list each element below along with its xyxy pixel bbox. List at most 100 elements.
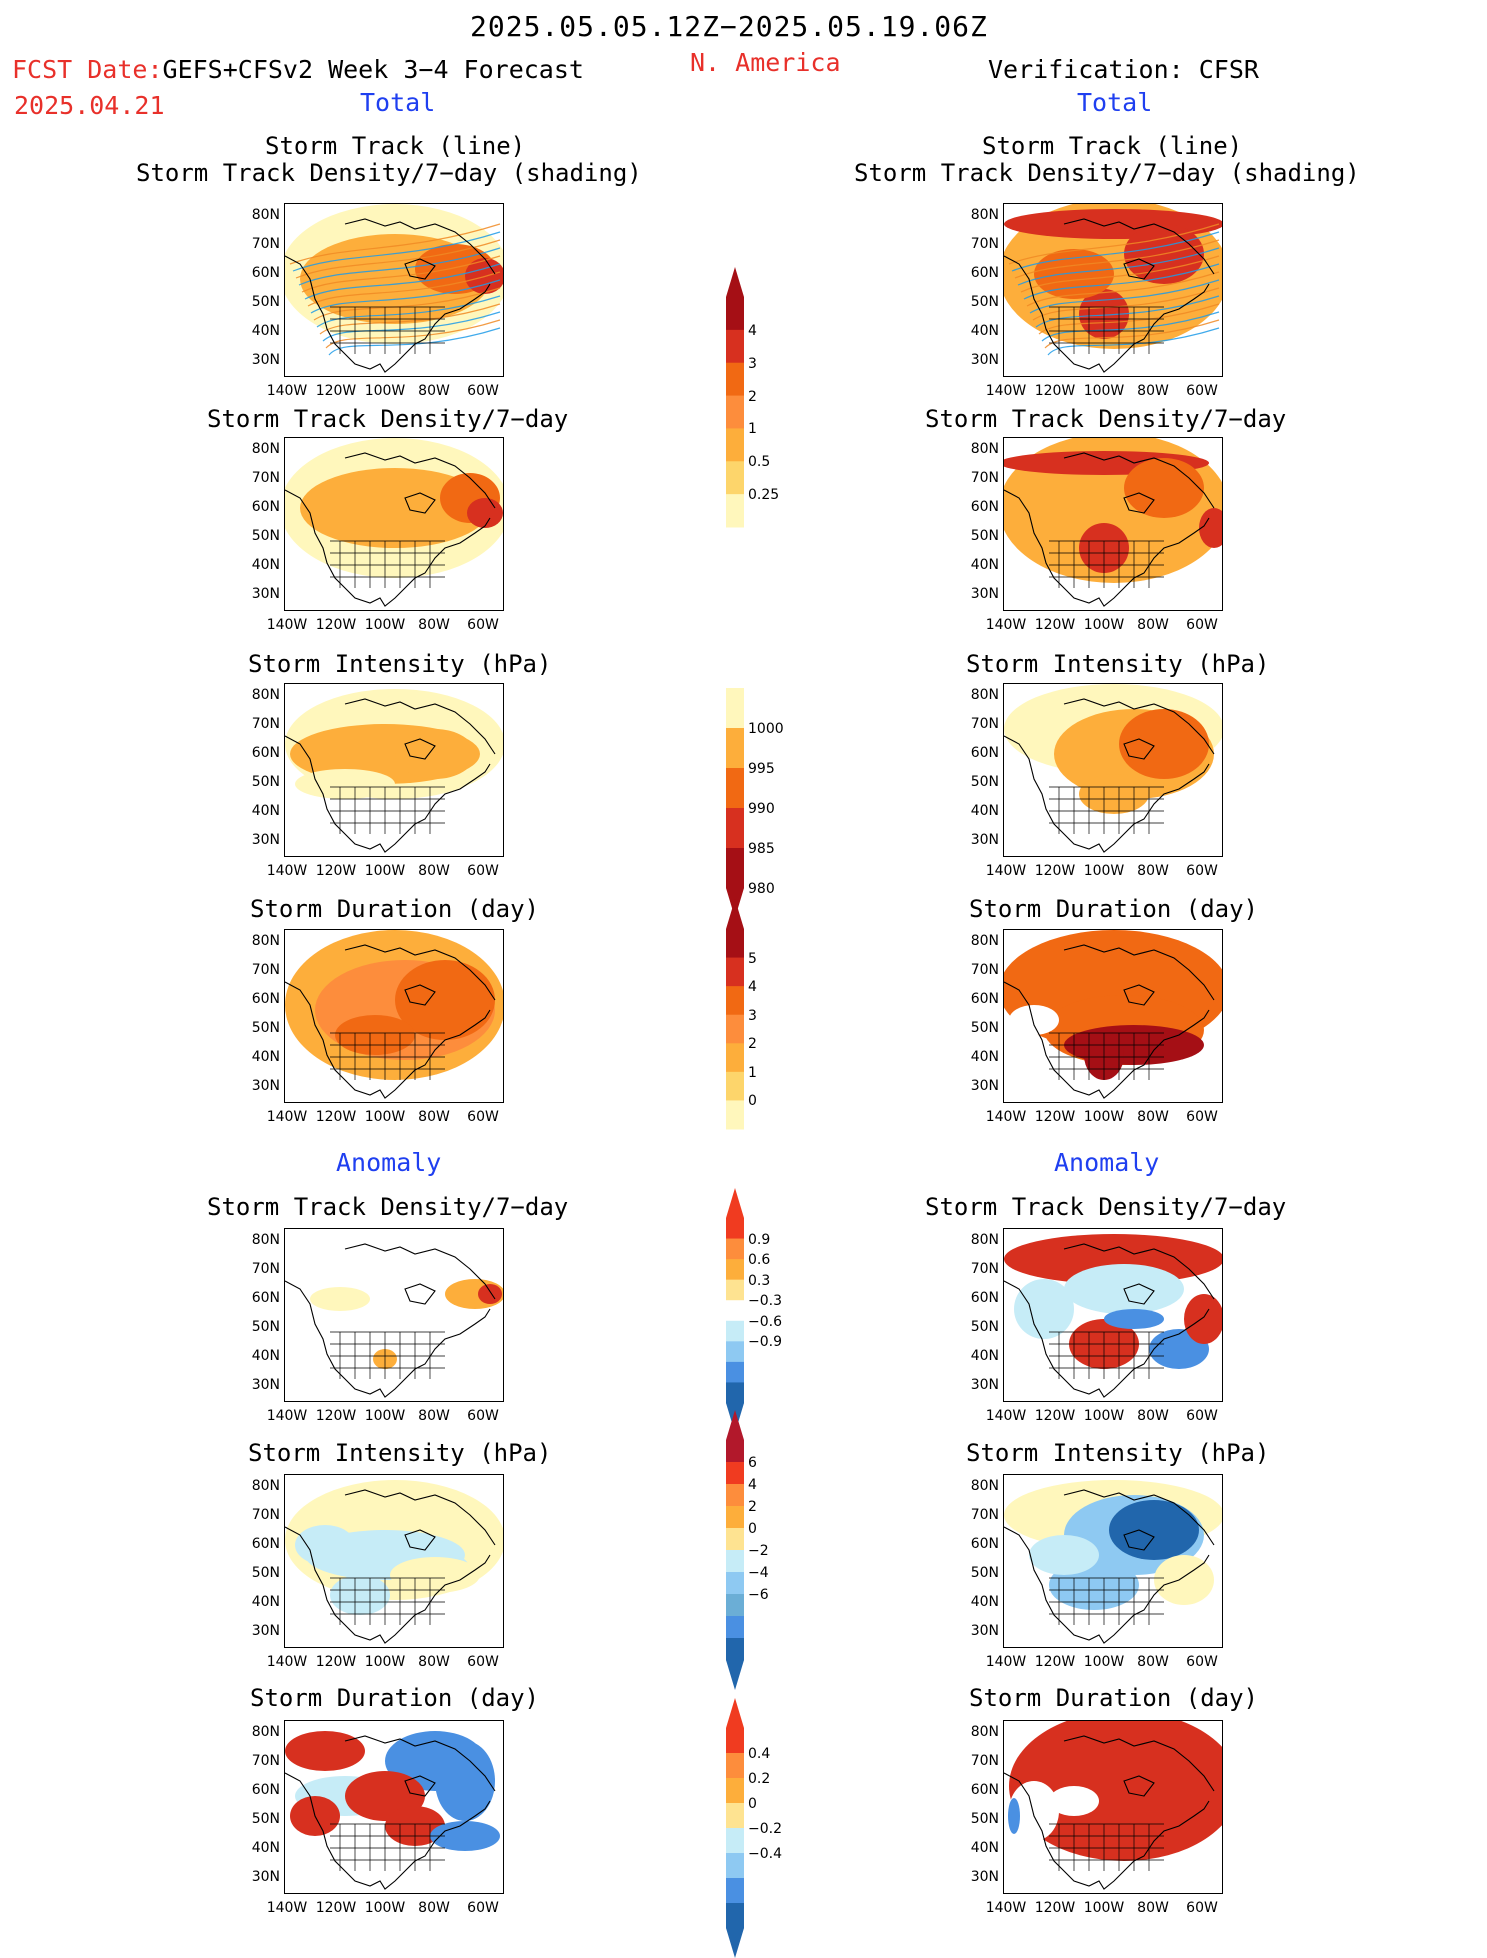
colorbar-label: −6 (748, 1587, 769, 1603)
lon-tick-label: 120W (1034, 1408, 1076, 1424)
state-borders (330, 1577, 445, 1625)
storm-track-line (1026, 271, 1220, 307)
lat-tick-label: 30N (970, 1869, 999, 1885)
lat-tick-label: 70N (970, 470, 999, 486)
lon-tick-label: 60W (467, 863, 499, 879)
map-panel (284, 683, 504, 857)
ocean-area (1004, 1841, 1062, 1893)
coastline (285, 452, 496, 607)
lon-tick-label: 60W (467, 1408, 499, 1424)
map-svg (285, 930, 503, 1102)
lat-tick-label: 30N (970, 1623, 999, 1639)
lat-tick-label: 60N (970, 991, 999, 1007)
lat-tick-label: 60N (251, 1290, 280, 1306)
lat-tick-label: 30N (251, 1869, 280, 1885)
shading-region (1079, 774, 1149, 814)
lat-tick-label: 50N (251, 1020, 280, 1036)
colorbar-label: −0.9 (748, 1334, 782, 1351)
shading-region (295, 769, 395, 799)
map-svg (285, 1243, 503, 1401)
state-borders (330, 1331, 445, 1379)
ocean-area (285, 1841, 343, 1893)
shading-region (300, 468, 490, 548)
lat-tick-label: 80N (970, 1724, 999, 1740)
map-panel (284, 1474, 504, 1648)
lon-tick-label: 100W (364, 617, 406, 633)
lon-tick-label: 80W (1137, 1408, 1169, 1424)
map-svg (285, 689, 503, 856)
storm-track-line (1020, 255, 1220, 293)
lat-tick-label: 70N (251, 1261, 280, 1277)
verification-label: Verification: CFSR (988, 55, 1259, 84)
lon-tick-label: 100W (1083, 383, 1125, 399)
lat-tick-label: 50N (970, 1020, 999, 1036)
ocean-area (285, 804, 343, 856)
lon-tick-label: 100W (364, 863, 406, 879)
colorbar-segment (726, 297, 744, 331)
shading-region (1184, 1294, 1222, 1344)
state-borders (1049, 306, 1164, 354)
lat-tick-label: 50N (251, 528, 280, 544)
lat-tick-label: 30N (970, 1377, 999, 1393)
lon-tick-label: 120W (315, 1408, 357, 1424)
coastline (285, 944, 496, 1099)
storm-track-line (310, 279, 501, 314)
lat-tick-label: 80N (251, 1232, 280, 1248)
shading-region (1154, 1555, 1214, 1605)
colorbar-segment (726, 848, 744, 889)
lon-tick-label: 100W (1083, 1654, 1125, 1670)
shading-region (1009, 1781, 1059, 1841)
coastline (285, 218, 496, 373)
shading-region (465, 258, 503, 294)
colorbar-arrow-bottom (726, 1928, 744, 1958)
storm-track-line (1017, 247, 1220, 286)
storm-track-line (313, 287, 501, 321)
lon-tick-label: 140W (985, 383, 1027, 399)
colorbar-segment (726, 1014, 744, 1044)
colorbar-label: 4 (748, 979, 757, 996)
lat-tick-label: 80N (970, 1478, 999, 1494)
colorbar-segment (726, 1506, 744, 1529)
coastline (1004, 944, 1215, 1099)
coastline (1004, 1489, 1215, 1644)
colorbar-label: 0 (748, 1093, 757, 1110)
map-panel (284, 1228, 504, 1402)
storm-track-line (301, 255, 501, 293)
lat-tick-label: 80N (970, 933, 999, 949)
lon-tick-label: 80W (1137, 1900, 1169, 1916)
lat-tick-label: 70N (970, 1261, 999, 1277)
lat-tick-label: 50N (251, 774, 280, 790)
panel-title-intensity-left: Storm Intensity (hPa) (248, 650, 552, 678)
lat-tick-label: 40N (970, 323, 999, 339)
lat-tick-label: 40N (970, 557, 999, 573)
lon-tick-label: 120W (1034, 1654, 1076, 1670)
lat-tick-label: 50N (251, 1319, 280, 1335)
lat-tick-label: 50N (970, 1319, 999, 1335)
lat-tick-label: 70N (251, 470, 280, 486)
lat-tick-label: 70N (251, 962, 280, 978)
lat-tick-label: 60N (251, 1536, 280, 1552)
state-borders (1049, 1823, 1164, 1871)
colorbar-segment (726, 1572, 744, 1595)
lon-tick-label: 120W (1034, 617, 1076, 633)
shading-region (285, 1731, 365, 1771)
colorbar-label: 0.4 (748, 1746, 771, 1762)
colorbar-label: −4 (748, 1565, 769, 1581)
shading-region (1119, 709, 1209, 779)
colorbar-label: 4 (748, 322, 757, 339)
colorbar-segment (726, 1361, 744, 1383)
panel-title-intensity-anom-left: Storm Intensity (hPa) (248, 1439, 552, 1467)
lon-tick-label: 80W (1137, 1109, 1169, 1125)
shading-region (330, 1575, 390, 1615)
lon-tick-label: 80W (418, 617, 450, 633)
colorbar-label: 2 (748, 388, 757, 405)
colorbar-segment (726, 1043, 744, 1073)
lat-tick-label: 30N (970, 352, 999, 368)
coastline (285, 698, 496, 853)
lat-tick-label: 70N (970, 1753, 999, 1769)
map-svg (1004, 1721, 1222, 1893)
lon-tick-label: 140W (266, 1109, 308, 1125)
lat-tick-label: 30N (251, 1078, 280, 1094)
shading-region (1034, 249, 1114, 299)
lat-tick-label: 40N (251, 323, 280, 339)
